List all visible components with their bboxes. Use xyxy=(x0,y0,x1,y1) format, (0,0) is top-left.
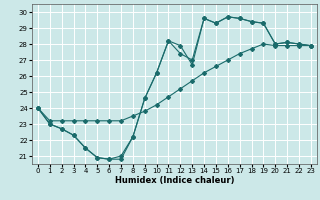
X-axis label: Humidex (Indice chaleur): Humidex (Indice chaleur) xyxy=(115,176,234,185)
